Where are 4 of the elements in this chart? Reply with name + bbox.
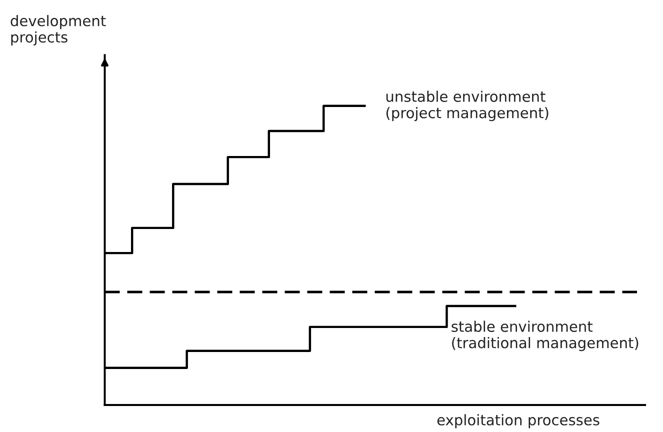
- y-axis-title: development projects: [10, 15, 106, 46]
- series-label: unstable environment (project management): [386, 90, 548, 122]
- x-axis-title: exploitation processes: [437, 414, 600, 428]
- series-label: stable environment (traditional management): [452, 320, 638, 352]
